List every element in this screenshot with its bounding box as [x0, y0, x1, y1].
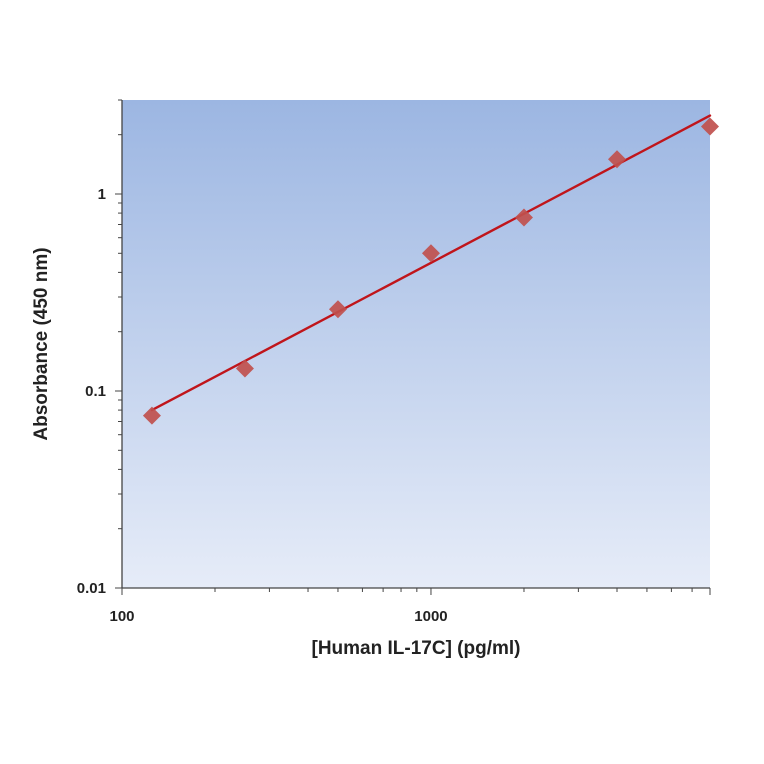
data-point: [701, 117, 719, 136]
ticks: [115, 99, 711, 595]
data-point: [607, 150, 626, 169]
plot-area: [122, 100, 710, 588]
data-point: [235, 359, 254, 378]
x-axis-label: [Human IL-17C] (pg/ml): [312, 638, 521, 659]
x-tick-label: 1000: [414, 608, 447, 625]
data-point: [514, 208, 533, 227]
y-tick-label: 0.1: [85, 383, 106, 400]
y-tick-label: 1: [98, 186, 106, 203]
tick-labels: 0.01 0.1 1 100 1000: [77, 186, 448, 625]
data-point: [328, 300, 347, 319]
data-point: [142, 406, 161, 425]
data-points: [142, 117, 719, 425]
data-point: [421, 244, 440, 263]
y-tick-label: 0.01: [77, 580, 106, 597]
axes: [121, 100, 710, 589]
y-axis-label: Absorbance (450 nm): [31, 247, 52, 440]
x-tick-label: 100: [109, 608, 134, 625]
